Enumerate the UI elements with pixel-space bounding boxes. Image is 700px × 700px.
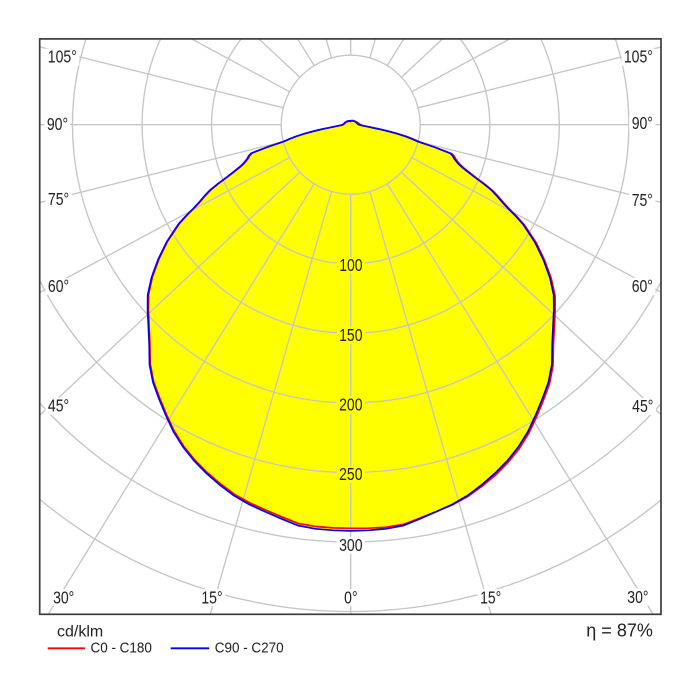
svg-text:15°: 15°: [201, 588, 222, 608]
svg-text:300: 300: [339, 535, 362, 555]
svg-text:150: 150: [339, 325, 362, 345]
svg-text:100: 100: [339, 255, 362, 275]
svg-text:75°: 75°: [48, 189, 69, 209]
svg-text:C90 - C270: C90 - C270: [215, 640, 284, 657]
svg-text:105°: 105°: [48, 47, 77, 67]
svg-text:75°: 75°: [632, 190, 653, 210]
svg-text:30°: 30°: [627, 587, 648, 607]
svg-text:90°: 90°: [632, 113, 653, 133]
svg-text:cd/klm: cd/klm: [57, 623, 103, 640]
svg-text:45°: 45°: [632, 396, 653, 416]
svg-text:15°: 15°: [480, 588, 501, 608]
svg-text:90°: 90°: [47, 115, 68, 135]
svg-text:60°: 60°: [48, 276, 69, 296]
svg-text:0°: 0°: [344, 588, 357, 608]
svg-text:C0 - C180: C0 - C180: [90, 640, 152, 657]
svg-text:250: 250: [339, 464, 362, 484]
svg-text:200: 200: [339, 395, 362, 415]
svg-text:105°: 105°: [624, 47, 653, 67]
svg-text:30°: 30°: [53, 588, 74, 608]
svg-text:η = 87%: η = 87%: [586, 621, 653, 641]
svg-text:60°: 60°: [632, 276, 653, 296]
svg-text:45°: 45°: [48, 396, 69, 416]
